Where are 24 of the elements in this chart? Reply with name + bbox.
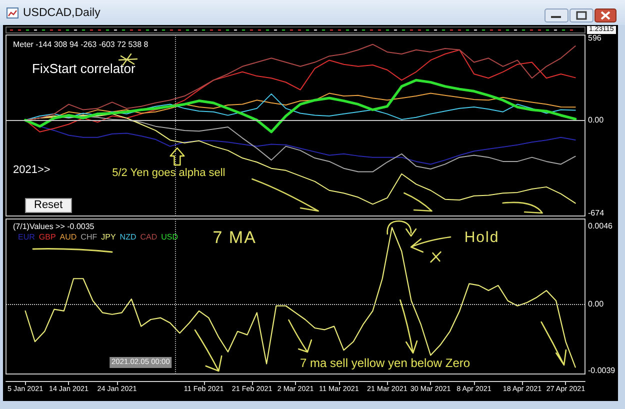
chart-title: (7/1)Values >> -0.0035 bbox=[13, 222, 94, 232]
text: CHF bbox=[80, 232, 98, 242]
text: USD bbox=[161, 232, 178, 242]
text: EUR bbox=[18, 232, 36, 242]
y-tick-label: 596 bbox=[588, 34, 602, 43]
annotation: 7 MA bbox=[212, 228, 256, 248]
annotation: Hold bbox=[464, 229, 500, 246]
y-tick-label: 0.0046 bbox=[588, 221, 614, 230]
annotation: 7 ma sell yellow yen below Zero bbox=[300, 356, 470, 371]
annotation: 5/2 Yen goes alpha sell bbox=[112, 167, 226, 180]
y-tick-label: 0.00 bbox=[588, 116, 604, 125]
y-tick-label: -674 bbox=[588, 208, 605, 218]
y-tick-label: -0.0039 bbox=[588, 366, 616, 376]
text: GBP bbox=[38, 232, 56, 242]
text: JPY bbox=[101, 232, 116, 242]
text: CAD bbox=[140, 232, 158, 242]
annotation: Meter -144 308 94 -263 -603 72 538 8 bbox=[13, 40, 148, 50]
annotation: FixStart correlator bbox=[32, 61, 136, 77]
button: Reset bbox=[25, 198, 72, 213]
annotation: 2021>> bbox=[13, 164, 50, 177]
y-tick-label: 0.00 bbox=[588, 300, 604, 309]
chart-title: USDCAD,Daily bbox=[23, 7, 100, 20]
text: AUD bbox=[60, 232, 77, 242]
text: NZD bbox=[120, 232, 136, 242]
